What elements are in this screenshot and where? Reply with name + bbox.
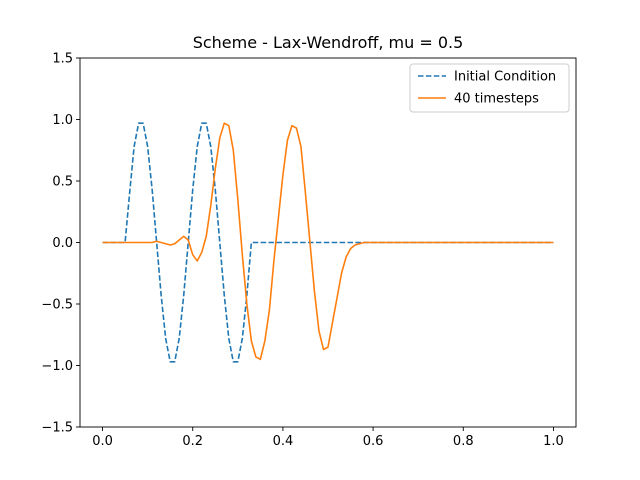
legend-box — [409, 63, 570, 113]
y-tick-label: 0.0 — [52, 236, 73, 251]
x-tick-label: 0.8 — [453, 434, 474, 449]
x-tick-label: 1.0 — [543, 434, 564, 449]
y-tick-label: −1.5 — [41, 421, 73, 436]
legend-label-1: Initial Condition — [454, 70, 556, 85]
y-tick-label: −0.5 — [41, 298, 73, 313]
series-line-2 — [102, 122, 554, 361]
x-tick-label: 0.0 — [92, 434, 113, 449]
y-tick-label: −1.0 — [41, 359, 73, 374]
legend-label-2: 40 timesteps — [454, 92, 539, 107]
y-tick-label: 0.5 — [52, 175, 73, 190]
plot-area: 0.0 0.2 0.4 0.6 0.8 1.0 −1.5 −1.0 −0.5 0.0 0.5 1.0 1… — [41, 52, 577, 449]
x-tick-label: 0.4 — [273, 434, 294, 449]
y-tick-label: 1.5 — [52, 52, 73, 67]
y-tick-label: 1.0 — [52, 113, 73, 128]
x-tick-label: 0.2 — [182, 434, 203, 449]
legend: Initial Condition 40 timesteps — [409, 63, 570, 113]
chart-title: Scheme - Lax-Wendroff, mu = 0.5 — [193, 33, 464, 52]
x-tick-label: 0.6 — [363, 434, 384, 449]
